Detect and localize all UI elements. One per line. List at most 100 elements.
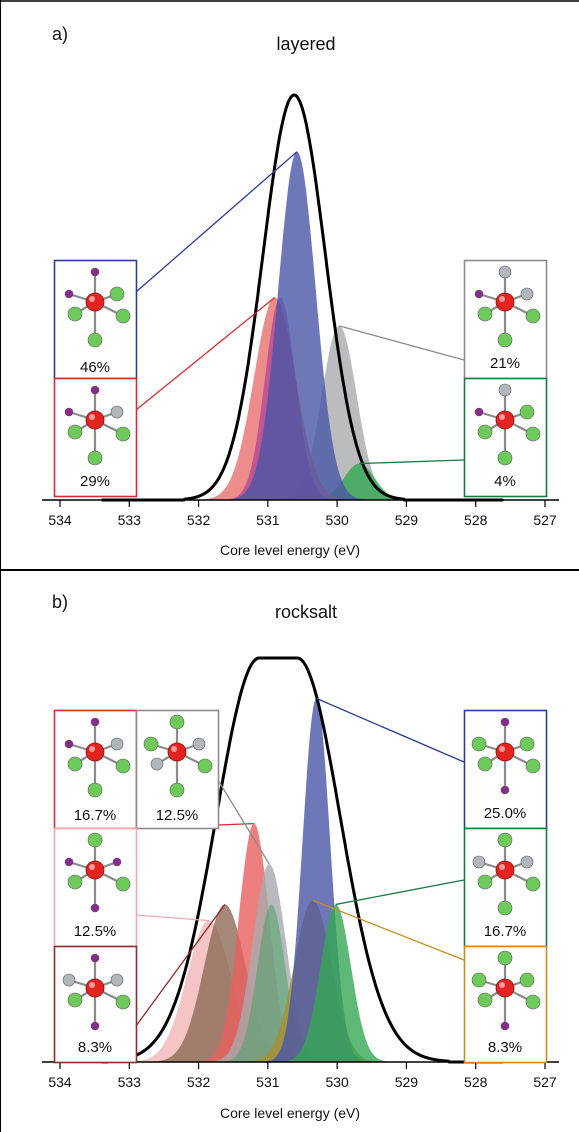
site-inset-box: 21% bbox=[463, 259, 548, 380]
green-ligand-atom bbox=[497, 332, 513, 348]
oxygen-center-atom bbox=[85, 410, 105, 430]
green-ligand-atom bbox=[477, 424, 493, 440]
purple-ligand-atom bbox=[90, 717, 100, 727]
oxygen-center-atom bbox=[85, 978, 105, 998]
oxygen-center-atom bbox=[495, 978, 515, 998]
purple-ligand-atom bbox=[64, 407, 74, 417]
green-ligand-atom bbox=[109, 286, 125, 302]
x-tick-label: 529 bbox=[395, 512, 419, 528]
oxygen-center-atom bbox=[495, 292, 515, 312]
gray-ligand-atom bbox=[498, 265, 512, 279]
x-tick-label: 534 bbox=[48, 512, 72, 528]
x-tick-label: 527 bbox=[533, 512, 557, 528]
gray-ligand-atom bbox=[110, 737, 124, 751]
atom-highlight bbox=[499, 414, 505, 420]
gray-ligand-atom bbox=[192, 737, 206, 751]
leader-line bbox=[339, 325, 465, 361]
green-ligand-atom bbox=[477, 306, 493, 322]
total-envelope-line bbox=[101, 656, 504, 1064]
panel-a-label: a) bbox=[52, 24, 68, 44]
site-inset-box: 4% bbox=[463, 377, 548, 498]
x-tick-label: 527 bbox=[533, 1074, 557, 1090]
purple-ligand-atom bbox=[90, 903, 100, 913]
panel-b-title: rocksalt bbox=[275, 602, 337, 622]
leader-line bbox=[316, 697, 465, 763]
site-inset-box: 8.3% bbox=[463, 945, 548, 1064]
green-ligand-atom bbox=[525, 994, 541, 1010]
site-percent-label: 16.7% bbox=[74, 807, 117, 824]
purple-ligand-atom bbox=[112, 857, 122, 867]
atom-highlight bbox=[171, 746, 177, 752]
site-inset-box: 16.7% bbox=[463, 827, 548, 948]
green-ligand-atom bbox=[67, 424, 83, 440]
gray-ligand-atom bbox=[498, 383, 512, 397]
leader-line bbox=[135, 151, 298, 293]
gray-ligand-atom bbox=[62, 973, 76, 987]
leader-line bbox=[135, 914, 210, 922]
leader-line bbox=[312, 899, 465, 961]
site-percent-label: 16.7% bbox=[484, 923, 527, 940]
gray-ligand-atom bbox=[110, 973, 124, 987]
green-ligand-atom bbox=[471, 972, 487, 988]
x-tick-label: 530 bbox=[325, 1074, 349, 1090]
green-ligand-atom bbox=[67, 306, 83, 322]
green-ligand-atom bbox=[519, 736, 535, 752]
green-ligand-atom bbox=[169, 714, 185, 730]
site-inset-box: 12.5% bbox=[135, 709, 220, 830]
x-tick-label: 528 bbox=[464, 1074, 488, 1090]
purple-ligand-atom bbox=[500, 785, 510, 795]
purple-ligand-atom bbox=[64, 289, 74, 299]
green-ligand-atom bbox=[525, 426, 541, 442]
panel-b-label: b) bbox=[52, 592, 68, 612]
x-tick-label: 532 bbox=[187, 512, 211, 528]
site-inset-box: 12.5% bbox=[53, 827, 138, 948]
green-ligand-atom bbox=[519, 404, 535, 420]
panel-a: a) layered Core level energy (eV) 534 533… bbox=[42, 24, 559, 558]
green-ligand-atom bbox=[87, 450, 103, 466]
atom-highlight bbox=[89, 982, 95, 988]
x-tick-label: 534 bbox=[48, 1074, 72, 1090]
green-ligand-atom bbox=[115, 758, 131, 774]
green-ligand-atom bbox=[497, 832, 513, 848]
green-ligand-atom bbox=[169, 782, 185, 798]
leader-line bbox=[135, 904, 226, 1027]
green-ligand-atom bbox=[67, 756, 83, 772]
gray-ligand-atom bbox=[520, 287, 534, 301]
leader-line bbox=[335, 879, 465, 906]
site-percent-label: 46% bbox=[80, 359, 110, 376]
purple-ligand-atom bbox=[500, 717, 510, 727]
site-percent-label: 8.3% bbox=[78, 1039, 112, 1056]
site-percent-label: 12.5% bbox=[156, 807, 199, 824]
leader-line bbox=[135, 296, 276, 411]
green-ligand-atom bbox=[67, 992, 83, 1008]
green-ligand-atom bbox=[197, 758, 213, 774]
green-ligand-atom bbox=[87, 832, 103, 848]
panel-a-title: layered bbox=[276, 34, 335, 54]
purple-ligand-atom bbox=[500, 1021, 510, 1031]
x-tick-label: 533 bbox=[118, 512, 142, 528]
green-ligand-atom bbox=[115, 308, 131, 324]
green-ligand-atom bbox=[477, 756, 493, 772]
green-ligand-atom bbox=[519, 972, 535, 988]
atom-highlight bbox=[499, 746, 505, 752]
leader-line bbox=[217, 779, 270, 865]
green-ligand-atom bbox=[525, 758, 541, 774]
green-ligand-atom bbox=[143, 736, 159, 752]
green-ligand-atom bbox=[497, 900, 513, 916]
atom-highlight bbox=[499, 982, 505, 988]
x-tick-label: 531 bbox=[256, 512, 280, 528]
oxygen-center-atom bbox=[495, 860, 515, 880]
site-inset-box: 46% bbox=[53, 259, 138, 380]
component-peak-area bbox=[101, 698, 504, 1062]
atom-highlight bbox=[89, 746, 95, 752]
green-ligand-atom bbox=[115, 426, 131, 442]
x-tick-label: 531 bbox=[256, 1074, 280, 1090]
site-inset-box: 29% bbox=[53, 377, 138, 498]
panel-b: b) rocksalt Core level energy (eV) 534 53… bbox=[42, 592, 559, 1121]
purple-ligand-atom bbox=[474, 407, 484, 417]
atom-highlight bbox=[89, 414, 95, 420]
green-ligand-atom bbox=[67, 874, 83, 890]
green-ligand-atom bbox=[497, 950, 513, 966]
green-ligand-atom bbox=[525, 876, 541, 892]
